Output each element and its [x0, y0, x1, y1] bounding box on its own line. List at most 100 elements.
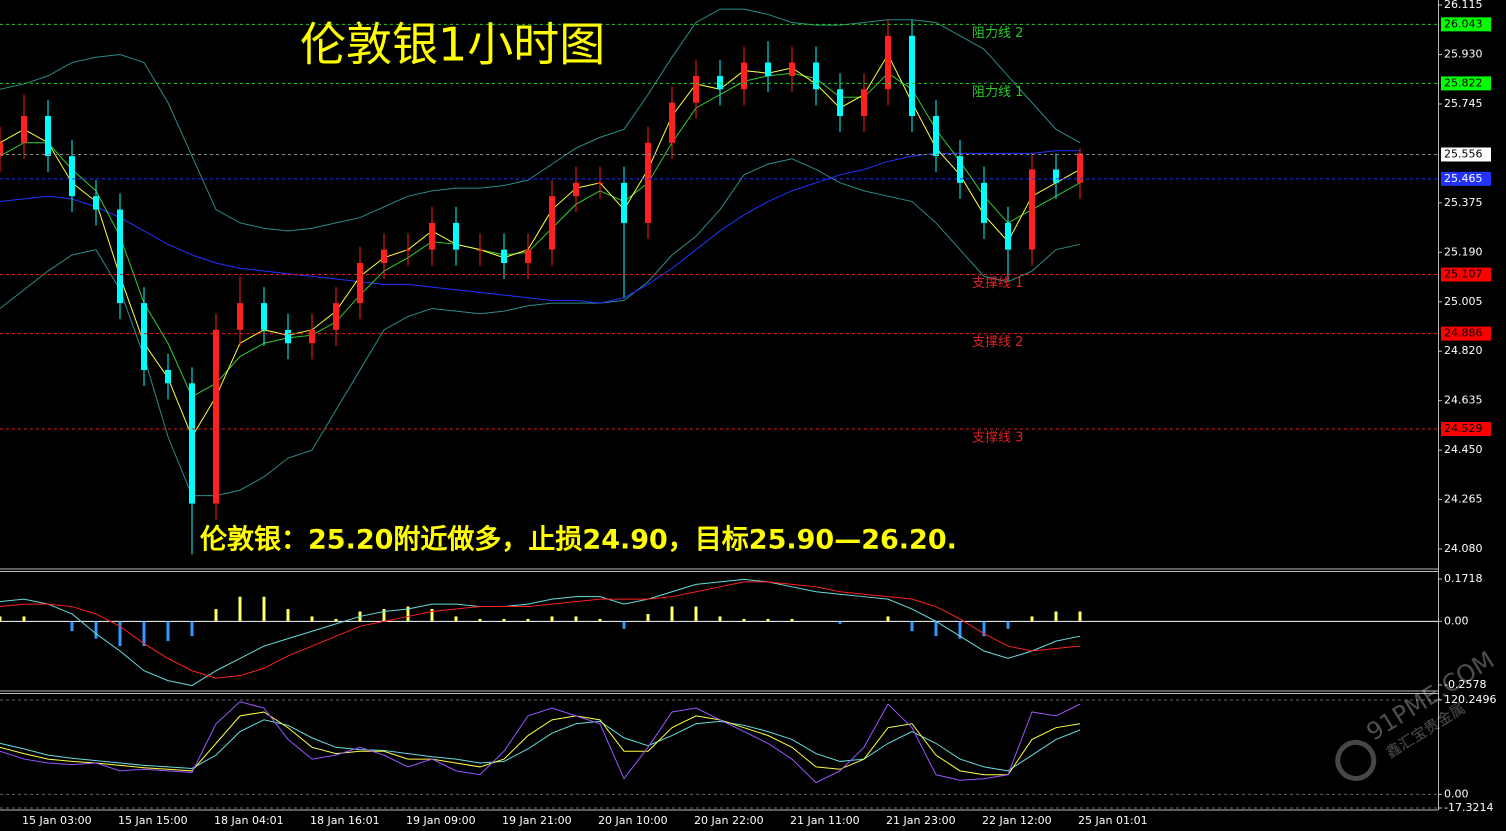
line-series	[0, 8, 1081, 232]
line-series	[0, 150, 1080, 304]
level-name: 支撑线 1	[972, 276, 1023, 291]
histogram-bar	[382, 609, 386, 622]
histogram-bar	[670, 606, 674, 622]
level-box	[1441, 422, 1491, 437]
histogram-bar	[214, 609, 218, 622]
histogram-bar	[406, 606, 410, 622]
histogram-bar	[430, 609, 434, 622]
level-box	[1441, 326, 1491, 341]
histogram-bar	[622, 621, 626, 629]
histogram-bar	[118, 621, 122, 647]
level-name: 阻力线 2	[972, 26, 1023, 41]
x-tick-label: 22 Jan 12:00	[982, 814, 1052, 827]
y-tick-label: 25.930	[1444, 48, 1483, 61]
candle-body	[189, 383, 195, 504]
candle-body	[1029, 169, 1035, 250]
candle-body	[237, 303, 243, 330]
level-value: 25.822	[1444, 76, 1483, 89]
macd-panel	[0, 578, 1438, 687]
histogram-bar	[166, 621, 170, 642]
level-name: 支撑线 2	[972, 335, 1023, 350]
y-tick-label: 0.00	[1444, 614, 1469, 627]
candle-body	[957, 156, 963, 183]
histogram-bar	[286, 609, 290, 622]
candle-body	[885, 35, 891, 90]
candle-body	[429, 222, 435, 250]
level-name: 支撑线 3	[972, 431, 1023, 446]
line-series	[0, 53, 1081, 438]
level-value: 24.529	[1444, 422, 1483, 435]
histogram-bar	[766, 618, 770, 622]
histogram-bar	[718, 616, 722, 622]
candle-body	[69, 156, 75, 197]
line-series	[0, 158, 1081, 497]
candle-body	[333, 303, 339, 330]
line-series	[0, 72, 1081, 398]
candle-body	[621, 182, 627, 223]
y-tick-label: 26.115	[1444, 0, 1483, 11]
oscillator-panel	[0, 699, 1438, 809]
y-tick-label: -0.2578	[1444, 678, 1486, 691]
y-tick-label: 120.2496	[1444, 693, 1497, 706]
candle-body	[981, 182, 987, 223]
line-series	[0, 581, 1081, 679]
x-tick-label: 15 Jan 15:00	[118, 814, 188, 827]
level-box	[1441, 17, 1491, 32]
line-series	[0, 711, 1081, 776]
x-tick-label: 25 Jan 01:01	[1078, 814, 1148, 827]
candle-body	[0, 142, 3, 157]
candle-body	[813, 62, 819, 90]
y-tick-label: 0.1718	[1444, 572, 1483, 585]
y-tick-label: 25.745	[1444, 97, 1483, 110]
histogram-bar	[790, 618, 794, 622]
candle-body	[477, 249, 483, 251]
x-tick-label: 18 Jan 04:01	[214, 814, 284, 827]
histogram-bar	[0, 616, 2, 622]
candle-body	[837, 89, 843, 117]
level-box	[1441, 76, 1491, 91]
histogram-bar	[478, 618, 482, 622]
histogram-bar	[190, 621, 194, 637]
histogram-bar	[694, 606, 698, 622]
histogram-bar	[1006, 621, 1010, 629]
y-tick-label: 25.005	[1444, 295, 1483, 308]
candle-body	[21, 116, 27, 143]
y-tick-label: 24.635	[1444, 394, 1483, 407]
histogram-bar	[238, 596, 242, 622]
candle-body	[453, 222, 459, 250]
candle-body	[45, 116, 51, 157]
level-value: 24.886	[1444, 327, 1483, 340]
histogram-bar	[886, 616, 890, 622]
histogram-bar	[310, 616, 314, 622]
y-tick-label: 25.375	[1444, 196, 1483, 209]
y-tick-label: 0.00	[1444, 787, 1469, 800]
x-tick-label: 19 Jan 21:00	[502, 814, 572, 827]
candle-body	[1005, 222, 1011, 250]
annotation: 伦敦银：25.20附近做多，止损24.90，目标25.90—26.20.	[200, 524, 957, 556]
level-value: 25.465	[1444, 172, 1483, 185]
level-box	[1441, 147, 1491, 162]
histogram-bar	[262, 596, 266, 622]
line-series	[0, 719, 1081, 772]
x-tick-label: 18 Jan 16:01	[310, 814, 380, 827]
candle-body	[573, 182, 579, 197]
candle-body	[717, 75, 723, 90]
x-tick-label: 15 Jan 03:00	[22, 814, 92, 827]
candle-body	[93, 196, 99, 210]
level-name: 阻力线 1	[972, 85, 1023, 100]
candle-body	[381, 249, 387, 264]
candle-body	[549, 196, 555, 250]
watermark-logo	[1335, 739, 1377, 781]
histogram-bar	[22, 616, 26, 622]
histogram-bar	[598, 618, 602, 622]
line-series	[0, 701, 1081, 784]
level-value: 25.107	[1444, 268, 1483, 281]
watermark: 91PME.COM 鑫汇宝贵金属	[1335, 646, 1499, 781]
histogram-bar	[574, 616, 578, 622]
histogram-bar	[838, 621, 842, 624]
x-tick-label: 19 Jan 09:00	[406, 814, 476, 827]
histogram-bar	[1078, 611, 1082, 622]
y-tick-label: 25.190	[1444, 245, 1483, 258]
